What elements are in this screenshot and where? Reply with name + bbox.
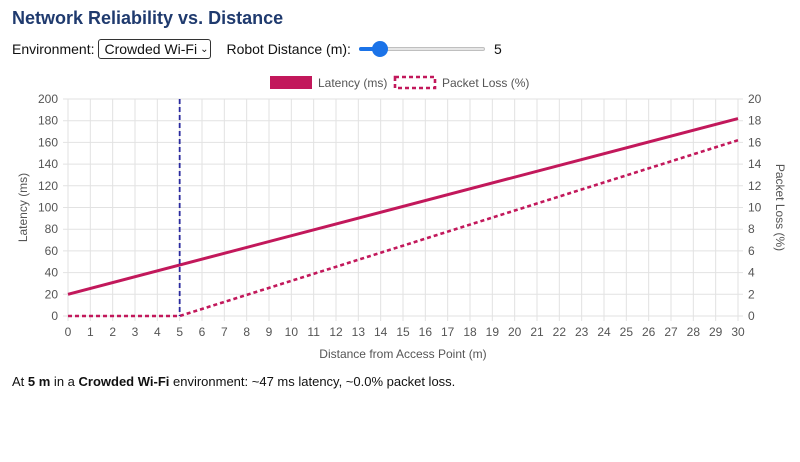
- x-tick-label: 8: [243, 325, 250, 339]
- x-tick-label: 18: [463, 325, 477, 339]
- x-axis-title: Distance from Access Point (m): [319, 347, 486, 361]
- x-tick-label: 26: [642, 325, 656, 339]
- y-tick-label: 180: [38, 114, 58, 128]
- x-tick-label: 12: [329, 325, 343, 339]
- y-tick-label: 120: [38, 179, 58, 193]
- x-tick-label: 0: [65, 325, 72, 339]
- chart-series: [67, 99, 739, 318]
- x-tick-label: 14: [374, 325, 388, 339]
- page-title: Network Reliability vs. Distance: [12, 8, 284, 28]
- x-tick-label: 2: [109, 325, 116, 339]
- y-tick-label: 80: [45, 222, 59, 236]
- network-chart: Latency (ms) Packet Loss (%) 0 1 2 3 4 5 6 7 8 9 10…: [16, 75, 787, 361]
- environment-label: Environment:: [12, 41, 95, 57]
- y2-tick-label: 18: [748, 114, 762, 128]
- y-tick-label: 60: [45, 244, 59, 258]
- x-tick-label: 13: [352, 325, 366, 339]
- legend-label-packet-loss: Packet Loss (%): [442, 76, 529, 90]
- x-tick-label: 27: [664, 325, 678, 339]
- x-tick-label: 10: [285, 325, 299, 339]
- y2-tick-label: 12: [748, 179, 762, 193]
- latency-line: [67, 117, 739, 296]
- chart-axes: 0 1 2 3 4 5 6 7 8 9 10 11 12 13 14 15 16 17 18 19 20 21 22 23 24…: [16, 92, 787, 361]
- environment-select-value: Crowded Wi-Fi: [104, 41, 198, 57]
- x-tick-label: 23: [575, 325, 589, 339]
- slider-fill: [358, 47, 380, 51]
- legend-label-latency: Latency (ms): [318, 76, 387, 90]
- x-tick-label: 30: [731, 325, 745, 339]
- x-tick-label: 1: [87, 325, 94, 339]
- summary-distance: 5 m: [27, 374, 51, 389]
- y2-tick-label: 0: [748, 309, 755, 323]
- x-tick-label: 20: [508, 325, 522, 339]
- x-tick-label: 6: [199, 325, 206, 339]
- x-tick-label: 19: [486, 325, 500, 339]
- slider-thumb[interactable]: [371, 41, 388, 57]
- legend-swatch-packet-loss: [393, 75, 437, 90]
- y2-tick-label: 20: [748, 92, 762, 106]
- y-axis-title: Latency (ms): [16, 173, 30, 242]
- y2-tick-label: 6: [748, 244, 755, 258]
- y-tick-label: 160: [38, 135, 58, 149]
- x-tick-label: 17: [441, 325, 455, 339]
- y-tick-label: 200: [38, 92, 58, 106]
- x-tick-label: 4: [154, 325, 161, 339]
- y2-tick-label: 16: [748, 135, 762, 149]
- y-tick-label: 40: [45, 266, 59, 280]
- y-tick-label: 140: [38, 157, 58, 171]
- y2-tick-label: 4: [748, 266, 755, 280]
- packet-loss-line: [68, 138, 739, 318]
- legend-swatch-latency: [270, 76, 312, 89]
- distance-slider[interactable]: [358, 41, 485, 57]
- y2-tick-label: 14: [748, 157, 762, 171]
- x-tick-label: 11: [307, 325, 320, 339]
- x-tick-label: 7: [221, 325, 228, 339]
- x-tick-label: 28: [687, 325, 701, 339]
- summary-mid: in a: [50, 374, 79, 389]
- x-tick-label: 25: [620, 325, 634, 339]
- chevron-down-icon: ⌄: [200, 43, 209, 55]
- chart-grid: [63, 98, 743, 321]
- x-tick-label: 21: [530, 325, 544, 339]
- environment-select[interactable]: Crowded Wi-Fi ⌄: [98, 39, 212, 59]
- summary-text: At 5 m in a Crowded Wi-Fi environment: ~…: [12, 374, 455, 389]
- summary-environment: Crowded Wi-Fi: [78, 374, 170, 389]
- x-tick-label: 9: [266, 325, 273, 339]
- x-tick-label: 29: [709, 325, 723, 339]
- y2-tick-label: 8: [748, 222, 755, 236]
- x-tick-label: 3: [132, 325, 139, 339]
- distance-label: Robot Distance (m):: [226, 41, 351, 57]
- x-tick-label: 15: [396, 325, 410, 339]
- x-tick-label: 5: [176, 325, 183, 339]
- y2-tick-label: 2: [748, 287, 755, 301]
- summary-prefix: At: [12, 374, 28, 389]
- y-tick-label: 0: [51, 309, 58, 323]
- x-tick-label: 16: [419, 325, 433, 339]
- x-tick-label: 22: [553, 325, 567, 339]
- y2-tick-label: 10: [748, 201, 762, 215]
- distance-value: 5: [493, 41, 502, 57]
- x-tick-label: 24: [597, 325, 611, 339]
- chart-legend: Latency (ms) Packet Loss (%): [270, 75, 529, 90]
- controls-bar: Environment: Crowded Wi-Fi ⌄ Robot Dista…: [12, 38, 502, 60]
- summary-suffix: environment: ~47 ms latency, ~0.0% packe…: [169, 374, 456, 389]
- y-tick-label: 20: [45, 287, 59, 301]
- y-tick-label: 100: [38, 201, 58, 215]
- y2-axis-title: Packet Loss (%): [773, 164, 787, 251]
